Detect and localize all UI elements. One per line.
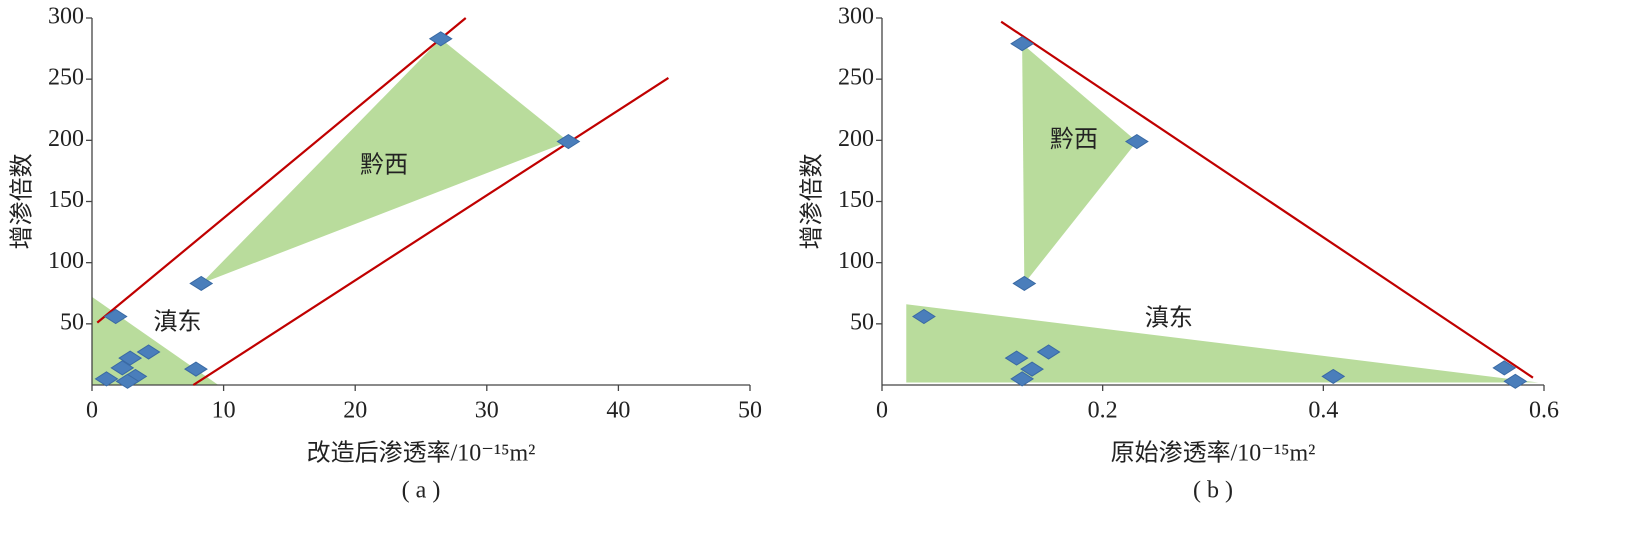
trend-line (1000, 20, 1534, 379)
x-tick-label: 50 (738, 398, 762, 424)
region-label: 滇东 (1145, 305, 1193, 332)
region (1022, 43, 1137, 284)
point (1010, 371, 1035, 387)
x-tick-label: 0 (86, 398, 98, 424)
point (189, 275, 214, 292)
x-tick-label: 20 (343, 398, 367, 424)
y-axis-label: 增渗倍数 (799, 154, 826, 250)
point (1036, 344, 1061, 360)
x-tick-label: 0 (876, 398, 888, 424)
y-tick-label: 300 (838, 4, 874, 30)
y-tick-label: 200 (48, 126, 84, 152)
x-axis-label: 改造后渗透率/10⁻¹⁵m² (307, 440, 536, 467)
point (1124, 133, 1149, 150)
point (94, 371, 119, 387)
region-label: 黔西 (1050, 126, 1098, 153)
x-tick-label: 10 (212, 398, 236, 424)
trend-line (192, 77, 670, 386)
y-tick-label: 250 (48, 65, 84, 91)
point (110, 360, 135, 376)
point (1503, 373, 1528, 389)
point (103, 308, 128, 325)
point (556, 133, 581, 150)
point (1321, 368, 1346, 385)
point (115, 373, 140, 389)
point (1004, 350, 1029, 366)
point (1492, 360, 1517, 376)
trend-line (96, 17, 467, 324)
point (136, 344, 161, 360)
x-tick-label: 0.2 (1088, 398, 1118, 424)
y-tick-label: 100 (48, 248, 84, 274)
region (201, 38, 569, 284)
y-axis-label: 增渗倍数 (9, 154, 36, 250)
x-tick-label: 30 (475, 398, 499, 424)
y-tick-label: 150 (48, 187, 84, 213)
caption: ( a ) (402, 478, 441, 504)
y-tick-label: 50 (60, 309, 84, 335)
point (118, 350, 143, 366)
y-tick-label: 200 (838, 126, 874, 152)
y-tick-label: 100 (838, 248, 874, 274)
x-axis-label: 原始渗透率/10⁻¹⁵m² (1111, 440, 1316, 467)
x-tick-label: 0.4 (1308, 398, 1338, 424)
point (428, 31, 453, 47)
point (1010, 36, 1035, 52)
x-tick-label: 0.6 (1529, 398, 1559, 424)
point (184, 361, 208, 377)
y-tick-label: 250 (838, 65, 874, 91)
point (1020, 361, 1044, 377)
x-tick-label: 40 (606, 398, 630, 424)
region-label: 滇东 (154, 308, 202, 335)
y-tick-label: 50 (850, 309, 874, 335)
y-tick-label: 150 (838, 187, 874, 213)
point (1012, 275, 1037, 292)
caption: ( b ) (1193, 478, 1233, 504)
y-tick-label: 300 (48, 4, 84, 30)
point (911, 308, 936, 325)
region (906, 304, 1539, 383)
region-label: 黔西 (360, 152, 408, 179)
